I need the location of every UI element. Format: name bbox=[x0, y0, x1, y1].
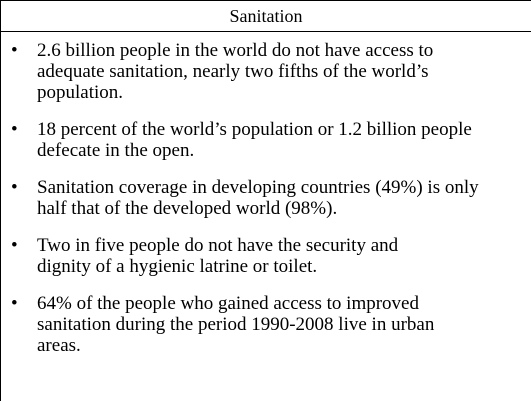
bullet: • bbox=[11, 119, 18, 140]
text-line: defecate in the open. bbox=[37, 140, 195, 161]
text-line: dignity of a hygienic latrine or toilet. bbox=[37, 256, 318, 277]
bullet-item: • 2.6 billion people in the world do not … bbox=[1, 40, 531, 103]
text-line: 64% of the people who gained access to i… bbox=[37, 293, 419, 314]
header: Sanitation bbox=[1, 0, 531, 32]
bullet: • bbox=[11, 40, 18, 61]
bullet-item: • Two in five people do not have the secu… bbox=[1, 235, 531, 277]
text-line: Two in five people do not have the secur… bbox=[37, 235, 399, 256]
bullet: • bbox=[11, 293, 18, 314]
text-line: adequate sanitation, nearly two fifths o… bbox=[37, 61, 429, 82]
header-title: Sanitation bbox=[229, 6, 303, 26]
text-line: areas. bbox=[37, 335, 81, 356]
bullet: • bbox=[11, 177, 18, 198]
text-line: Sanitation coverage in developing countr… bbox=[37, 177, 479, 198]
text-line: sanitation during the period 1990-2008 l… bbox=[37, 314, 435, 335]
text-line: 18 percent of the world’s population or … bbox=[37, 119, 472, 140]
bullet-item: • 18 percent of the world’s population or… bbox=[1, 119, 531, 161]
bullet: • bbox=[11, 235, 18, 256]
text-line: half that of the developed world (98%). bbox=[37, 198, 338, 219]
text-line: 2.6 billion people in the world do not h… bbox=[37, 40, 434, 61]
text-line: population. bbox=[37, 82, 124, 103]
bullet-list: • 2.6 billion people in the world do not … bbox=[1, 32, 531, 356]
bullet-item: • 64% of the people who gained access to … bbox=[1, 293, 531, 356]
bullet-item: • Sanitation coverage in developing count… bbox=[1, 177, 531, 219]
